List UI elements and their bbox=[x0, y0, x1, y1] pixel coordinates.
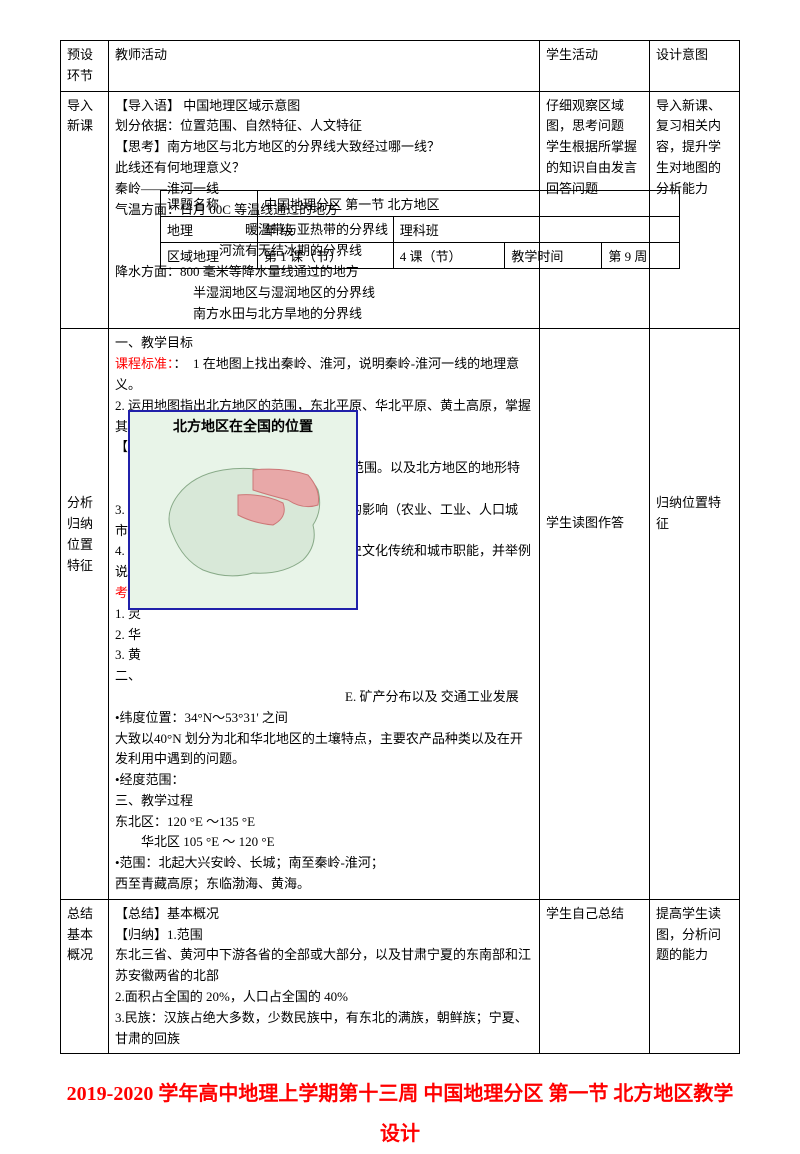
meta-subject: 地理 bbox=[161, 217, 258, 243]
summary-teacher: 【总结】基本概况 【归纳】1.范围 东北三省、黄河中下游各省的全部或大部分，以及… bbox=[109, 899, 540, 1054]
course-meta-overlay: 课题名称 中国地理分区 第一节 北方地区 地理 年 级 理科班 区域地理 第 1… bbox=[160, 190, 680, 269]
header-stage: 预设环节 bbox=[61, 41, 109, 92]
intro-stage: 导入新课 bbox=[61, 91, 109, 329]
mid-intent: 归纳位置特征 bbox=[650, 329, 740, 900]
map-svg bbox=[143, 445, 343, 595]
china-shape bbox=[143, 445, 343, 595]
summary-intent: 提高学生读图，分析问题的能力 bbox=[650, 899, 740, 1054]
summary-stage: 总结基本概况 bbox=[61, 899, 109, 1054]
meta-topic-value: 中国地理分区 第一节 北方地区 bbox=[258, 191, 680, 217]
meta-topic-label: 课题名称 bbox=[161, 191, 258, 217]
map-caption: 北方地区在全国的位置 bbox=[130, 412, 356, 440]
summary-student: 学生自己总结 bbox=[540, 899, 650, 1054]
mid-stage: 分析归纳位置特征 bbox=[61, 329, 109, 900]
meta-week: 第 9 周 bbox=[602, 243, 680, 269]
mid-student: 学生读图作答 bbox=[540, 329, 650, 900]
document-title: 2019-2020 学年高中地理上学期第十三周 中国地理分区 第一节 北方地区教… bbox=[60, 1074, 740, 1154]
meta-grade-label: 年 级 bbox=[258, 217, 394, 243]
summary-row: 总结基本概况 【总结】基本概况 【归纳】1.范围 东北三省、黄河中下游各省的全部… bbox=[61, 899, 740, 1054]
meta-grade-value: 理科班 bbox=[393, 217, 679, 243]
header-student: 学生活动 bbox=[540, 41, 650, 92]
header-intent: 设计意图 bbox=[650, 41, 740, 92]
header-row: 预设环节 教师活动 学生活动 设计意图 bbox=[61, 41, 740, 92]
meta-time-label: 教学时间 bbox=[505, 243, 602, 269]
meta-area: 区域地理 bbox=[161, 243, 258, 269]
header-teacher: 教师活动 bbox=[109, 41, 540, 92]
china-map-figure: 北方地区在全国的位置 bbox=[128, 410, 358, 610]
meta-lesson1: 第 1 课（节） bbox=[258, 243, 394, 269]
meta-lesson2: 4 课（节） bbox=[393, 243, 505, 269]
